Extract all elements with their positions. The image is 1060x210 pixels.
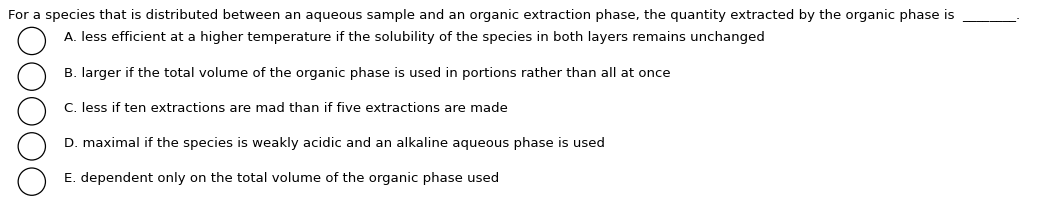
Text: B. larger if the total volume of the organic phase is used in portions rather th: B. larger if the total volume of the org… (64, 67, 670, 80)
Text: For a species that is distributed between an aqueous sample and an organic extra: For a species that is distributed betwee… (8, 9, 1021, 22)
Text: E. dependent only on the total volume of the organic phase used: E. dependent only on the total volume of… (64, 172, 499, 185)
Text: C. less if ten extractions are mad than if five extractions are made: C. less if ten extractions are mad than … (64, 102, 508, 115)
Text: D. maximal if the species is weakly acidic and an alkaline aqueous phase is used: D. maximal if the species is weakly acid… (64, 137, 604, 150)
Text: A. less efficient at a higher temperature if the solubility of the species in bo: A. less efficient at a higher temperatur… (64, 32, 764, 45)
